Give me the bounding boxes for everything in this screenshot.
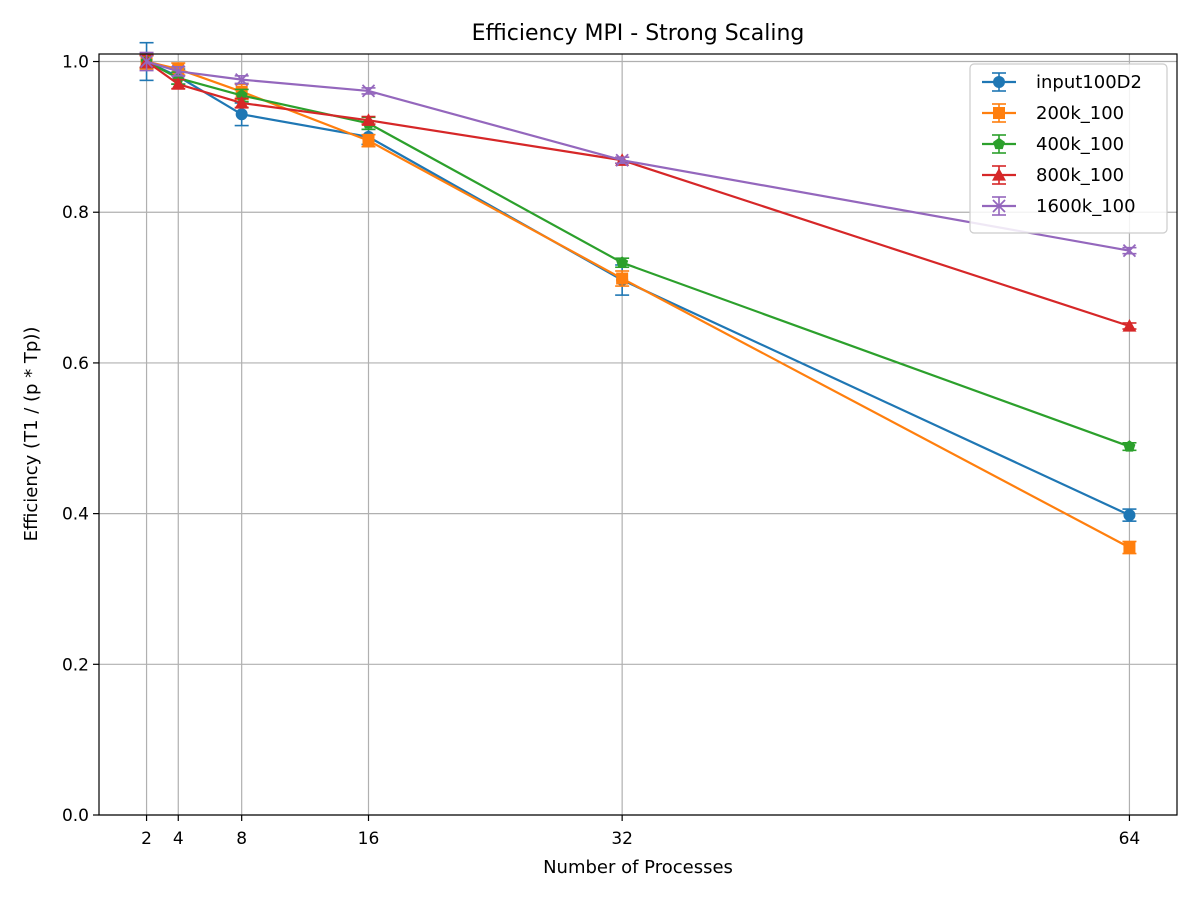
data-point (361, 113, 376, 126)
legend-label: 400k_100 (1036, 134, 1124, 155)
y-tick-label: 0.4 (62, 505, 89, 525)
x-tick-label: 8 (236, 829, 247, 849)
x-tick-label: 16 (358, 829, 380, 849)
legend: input100D2 200k_100 400k_100 800k_100 1600k_… (969, 63, 1168, 234)
legend-marker (993, 107, 1005, 119)
legend-item-200k_100: 200k_100 (982, 103, 1124, 124)
legend-marker (993, 76, 1005, 88)
x-marker-stroke (361, 84, 376, 98)
data-point (139, 54, 154, 69)
x-tick-label: 2 (141, 829, 152, 849)
x-marker-stroke (235, 72, 249, 87)
chart-title: Efficiency MPI - Strong Scaling (472, 21, 805, 46)
legend-marker (992, 168, 1006, 181)
data-point (1122, 319, 1137, 332)
legend-marker (993, 137, 1005, 150)
y-axis-title: Efficiency (T1 / (p * Tp)) (21, 327, 42, 542)
data-point (235, 72, 249, 87)
series-layer (139, 41, 1137, 555)
x-marker-stroke (615, 153, 629, 167)
data-point (171, 77, 186, 90)
y-tick-label: 0.0 (62, 806, 89, 826)
plot-frame (98, 53, 1178, 816)
data-point (1122, 244, 1137, 258)
x-marker-stroke (1122, 244, 1137, 258)
series-1600k_100 (139, 51, 1137, 258)
y-tick-label: 1.0 (62, 53, 89, 73)
data-point (234, 95, 249, 109)
legend-item-400k_100: 400k_100 (982, 134, 1124, 155)
legend-marker (992, 199, 1006, 213)
x-tick-label: 4 (173, 829, 184, 849)
legend-label: 1600k_100 (1036, 196, 1136, 217)
y-tick-label: 0.2 (62, 655, 89, 675)
x-marker-stroke (992, 199, 1006, 213)
x-tick-label: 32 (611, 829, 633, 849)
data-point (1123, 541, 1136, 554)
y-tick-label: 0.8 (62, 203, 89, 223)
legend-box (969, 63, 1168, 234)
data-point (1123, 509, 1136, 522)
data-point (361, 84, 376, 98)
y-tick-label: 0.6 (62, 354, 89, 374)
series-line (146, 60, 1130, 252)
data-point (362, 134, 375, 147)
data-point (171, 64, 185, 78)
data-point (1123, 440, 1136, 452)
data-point (615, 153, 629, 167)
x-axis-title: Number of Processes (543, 857, 733, 878)
data-point (616, 272, 629, 285)
legend-label: 200k_100 (1036, 103, 1124, 124)
legend-item-1600k_100: 1600k_100 (982, 196, 1136, 217)
legend-item-input100D2: input100D2 (982, 72, 1142, 93)
legend-item-800k_100: 800k_100 (982, 165, 1124, 186)
x-tick-label: 64 (1119, 829, 1141, 849)
legend-label: input100D2 (1036, 72, 1142, 93)
legend-label: 800k_100 (1036, 165, 1124, 186)
x-marker-stroke (139, 54, 154, 69)
x-marker-stroke (171, 64, 185, 78)
tick-layer: 2 4 8 16 32 64 0.0 0.2 0.4 0.6 0.8 1.0 (62, 53, 1140, 849)
data-point (235, 108, 248, 121)
data-point (616, 256, 629, 268)
